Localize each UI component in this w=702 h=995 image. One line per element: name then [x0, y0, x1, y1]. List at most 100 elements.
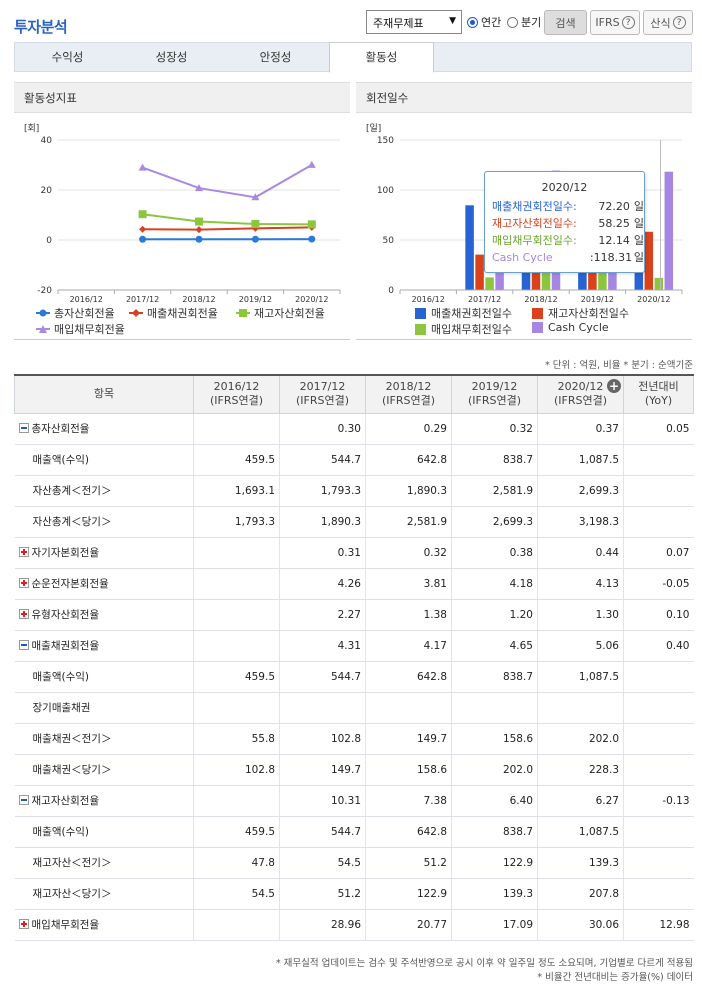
column-basis: (IFRS연결) — [295, 394, 350, 408]
column-basis: (IFRS연결) — [381, 394, 436, 408]
value-cell: 0.31 — [279, 537, 366, 569]
expand-icon[interactable] — [18, 547, 29, 557]
help-icon: ? — [621, 16, 635, 29]
bar — [664, 171, 674, 290]
collapse-icon[interactable] — [18, 795, 29, 805]
legend-label: Cash Cycle — [548, 321, 609, 334]
turnover-days-chart-title: 회전일수 — [356, 82, 692, 113]
footnotes: * 재무실적 업데이트는 검수 및 주석반영으로 공시 이후 약 일주일 정도 … — [200, 957, 693, 985]
legend-item[interactable]: 재고자산회전일수 — [532, 305, 629, 321]
row-label-cell: 자산총계＜전기＞ — [14, 475, 194, 507]
table-row: 장기매출채권 — [14, 692, 694, 724]
row-label: 장기매출채권 — [32, 702, 91, 714]
analysis-tabs: 수익성 성장성 안정성 활동성 — [14, 42, 692, 73]
data-point — [195, 235, 203, 243]
expand-icon[interactable] — [18, 609, 29, 619]
legend-swatch-icon — [415, 307, 426, 319]
bar — [465, 205, 474, 290]
x-tick-label: 2016/12 — [412, 295, 445, 304]
yoy-cell — [623, 878, 694, 910]
value-cell — [193, 785, 280, 817]
value-cell: 54.5 — [193, 878, 280, 910]
ifrs-help-button[interactable]: IFRS ? — [590, 10, 640, 35]
yoy-cell — [623, 754, 694, 786]
activity-ratio-chart-title: 활동성지표 — [14, 82, 350, 113]
row-label-cell[interactable]: 매출채권회전율 — [14, 630, 194, 662]
row-label: 매출채권＜당기＞ — [32, 764, 112, 776]
tab-profitability[interactable]: 수익성 — [51, 50, 84, 64]
yoy-cell: 0.07 — [623, 537, 694, 569]
footnote: * 비율간 전년대비는 증가율(%) 데이터 — [537, 972, 693, 983]
legend-item[interactable]: 매입채무회전율 — [36, 321, 125, 337]
yoy-cell — [623, 816, 694, 848]
row-label-cell[interactable]: 순운전자본회전율 — [14, 568, 194, 600]
row-label: 매출액(수익) — [32, 826, 90, 838]
value-cell: 4.17 — [365, 630, 452, 662]
search-button[interactable]: 검색 — [544, 10, 587, 35]
yoy-cell: 0.10 — [623, 599, 694, 631]
row-label-cell[interactable]: 총자산회전율 — [14, 413, 194, 445]
value-cell: 7.38 — [365, 785, 452, 817]
yoy-cell — [623, 475, 694, 507]
y-tick-label: 50 — [383, 236, 395, 246]
quarter-radio[interactable]: 분기 — [507, 14, 541, 30]
legend-swatch-icon — [532, 307, 543, 319]
formula-help-button[interactable]: 산식 ? — [643, 10, 693, 35]
value-cell: 6.40 — [451, 785, 538, 817]
column-year: 2020/12 — [557, 380, 604, 394]
value-cell: 122.9 — [451, 847, 538, 879]
column-basis: (IFRS연결) — [467, 394, 522, 408]
search-button-label: 검색 — [555, 16, 576, 30]
expand-icon[interactable] — [18, 578, 29, 588]
tab-activity[interactable]: 활동성 — [329, 42, 434, 73]
expand-icon[interactable] — [18, 919, 29, 929]
data-point — [307, 160, 316, 168]
value-cell: 4.13 — [537, 568, 624, 600]
value-cell: 0.44 — [537, 537, 624, 569]
activity-ratio-table: 항목 2016/12 (IFRS연결) 2017/12 (IFRS연결) 2018/… — [14, 374, 694, 941]
bar — [475, 254, 484, 290]
value-cell: 5.06 — [537, 630, 624, 662]
value-cell — [279, 692, 366, 724]
tab-stability[interactable]: 안정성 — [259, 50, 292, 64]
bar — [485, 277, 494, 290]
row-label-cell[interactable]: 유형자산회전율 — [14, 599, 194, 631]
value-cell: 2.27 — [279, 599, 366, 631]
legend-item[interactable]: 매입채무회전일수 — [415, 321, 512, 337]
value-cell — [193, 537, 280, 569]
column-header-year: 2020/12 (IFRS연결) + — [537, 374, 624, 414]
row-label: 매출채권＜전기＞ — [32, 733, 112, 745]
legend-marker-square-icon — [236, 309, 250, 317]
collapse-icon[interactable] — [18, 640, 29, 650]
row-label-cell[interactable]: 매입채무회전율 — [14, 909, 194, 941]
value-cell: 4.65 — [451, 630, 538, 662]
value-cell: 838.7 — [451, 661, 538, 693]
yoy-cell — [623, 444, 694, 476]
data-point — [251, 193, 260, 201]
tab-growth[interactable]: 성장성 — [155, 50, 188, 64]
statement-type-select[interactable]: 주재무제표 ▼ — [366, 10, 462, 34]
x-tick-label: 2017/12 — [468, 295, 501, 304]
legend-item[interactable]: Cash Cycle — [532, 321, 609, 334]
x-tick-label: 2018/12 — [182, 295, 215, 304]
legend-item[interactable]: 재고자산회전율 — [236, 305, 325, 321]
row-label-cell[interactable]: 자기자본회전율 — [14, 537, 194, 569]
row-label: 순운전자본회전율 — [31, 578, 109, 590]
tooltip-label: 매출채권회전일수: — [492, 200, 577, 213]
legend-item[interactable]: 매출채권회전일수 — [415, 305, 512, 321]
legend-item[interactable]: 총자산회전율 — [36, 305, 115, 321]
value-cell: 1,693.1 — [193, 475, 280, 507]
value-cell: 838.7 — [451, 444, 538, 476]
add-column-icon[interactable]: + — [607, 379, 621, 393]
value-cell: 202.0 — [537, 723, 624, 755]
value-cell: 102.8 — [193, 754, 280, 786]
row-label: 재고자산＜당기＞ — [32, 888, 112, 900]
annual-radio[interactable]: 연간 — [467, 14, 501, 30]
value-cell: 0.30 — [279, 413, 366, 445]
value-cell: 838.7 — [451, 816, 538, 848]
column-header-item: 항목 — [14, 374, 194, 414]
legend-item[interactable]: 매출채권회전율 — [129, 305, 218, 321]
row-label-cell[interactable]: 재고자산회전율 — [14, 785, 194, 817]
collapse-icon[interactable] — [18, 423, 29, 433]
value-cell: 149.7 — [279, 754, 366, 786]
